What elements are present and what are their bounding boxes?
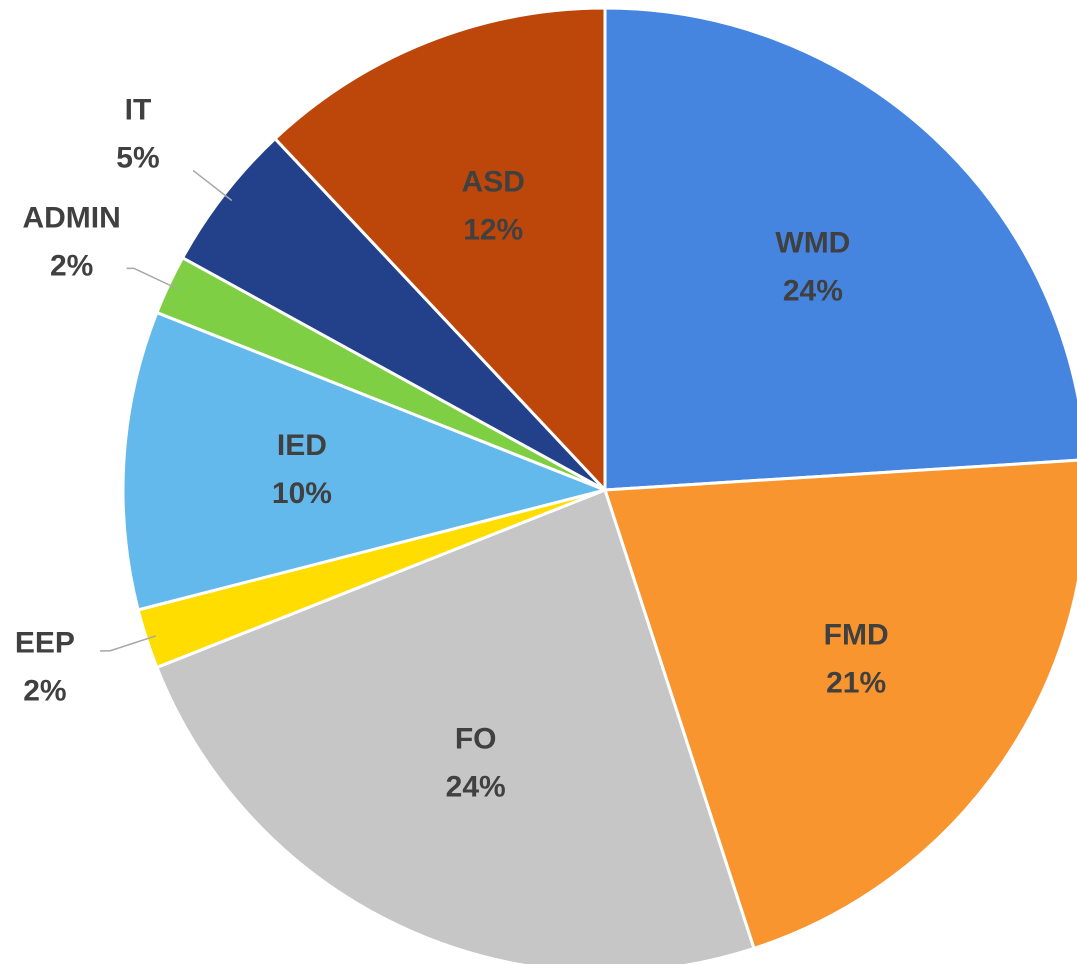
slice-label-name: EEP bbox=[15, 627, 75, 660]
leader-line bbox=[192, 170, 233, 202]
slice-label-value: 24% bbox=[446, 771, 506, 804]
pie-slice bbox=[121, 310, 610, 612]
pie-slice bbox=[603, 6, 1077, 492]
slice-label-name: WMD bbox=[775, 227, 850, 260]
leader-line bbox=[99, 635, 156, 652]
slice-label-value: 10% bbox=[272, 477, 332, 510]
leader-line bbox=[126, 267, 178, 290]
slice-label-value: 2% bbox=[50, 250, 93, 283]
slice-label-value: 21% bbox=[826, 667, 886, 700]
slice-label-name: FMD bbox=[824, 619, 889, 652]
slice-label-value: 2% bbox=[23, 675, 66, 708]
slice-label-value: 24% bbox=[783, 275, 843, 308]
pie-slice bbox=[602, 458, 1077, 951]
slice-label-name: IT bbox=[125, 93, 152, 126]
slice-label-value: 5% bbox=[116, 141, 159, 174]
slice-label-name: IED bbox=[277, 429, 327, 462]
slice-label-value: 12% bbox=[463, 214, 523, 247]
pie-slice bbox=[272, 6, 607, 494]
slice-label-name: ADMIN bbox=[22, 202, 120, 235]
slice-label-name: FO bbox=[455, 723, 497, 756]
slice-label-name: ASD bbox=[462, 166, 525, 199]
